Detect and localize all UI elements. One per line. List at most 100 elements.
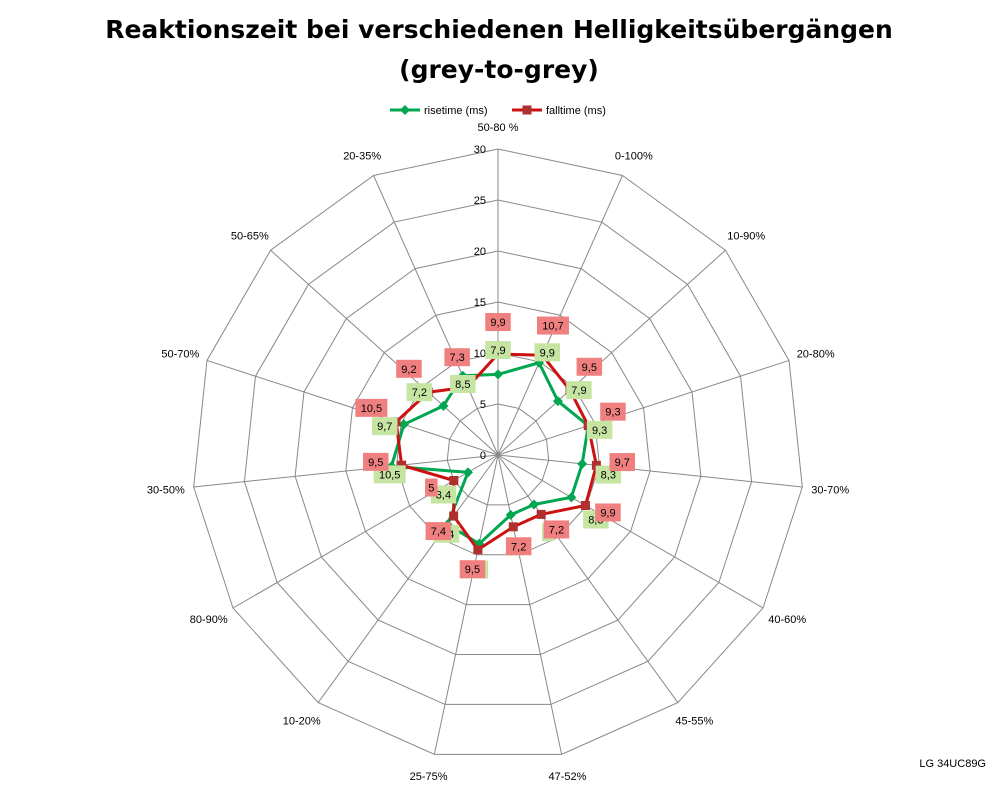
falltime-point xyxy=(473,545,483,555)
grid-spoke xyxy=(497,454,803,488)
falltime-label-bg xyxy=(600,402,626,421)
category-label: 20-80% xyxy=(797,349,835,361)
falltime-data-label: 9,5 xyxy=(582,362,597,374)
falltime-label-bg xyxy=(444,348,470,367)
grid-ring xyxy=(396,352,600,556)
category-label: 20-35% xyxy=(343,150,381,162)
grid-ring xyxy=(446,403,550,506)
falltime-data-label: 7,2 xyxy=(511,541,526,553)
category-label: 50-70% xyxy=(161,349,199,361)
risetime-data-label: 10,5 xyxy=(379,469,400,481)
category-label: 10-20% xyxy=(283,715,321,727)
falltime-data-label: 9,5 xyxy=(465,564,480,576)
radial-tick-label: 0 xyxy=(480,450,486,462)
category-label: 47-52% xyxy=(548,771,586,783)
risetime-point xyxy=(493,369,503,380)
grid-spoke xyxy=(497,454,679,703)
falltime-point xyxy=(397,460,407,470)
category-label: 0-100% xyxy=(615,150,653,162)
chart-title-line-1: Reaktionszeit bei verschiedenen Helligke… xyxy=(105,15,893,44)
falltime-label-bg xyxy=(485,313,511,332)
risetime-data-label: 7,2 xyxy=(412,387,427,399)
falltime-data-label: 9,7 xyxy=(615,457,630,469)
radial-tick-label: 5 xyxy=(480,399,486,411)
falltime-label-bg xyxy=(425,478,438,497)
falltime-data-label: 7,3 xyxy=(449,352,464,364)
legend-falltime-label: falltime (ms) xyxy=(546,105,606,117)
legend-risetime-marker xyxy=(400,105,410,115)
falltime-label-bg xyxy=(595,503,621,522)
category-label: 45-55% xyxy=(675,715,713,727)
legend: risetime (ms) falltime (ms) xyxy=(390,105,606,117)
category-label: 30-50% xyxy=(147,484,185,496)
grid-spoke xyxy=(270,249,499,456)
falltime-data-label: 5 xyxy=(428,483,434,495)
risetime-point xyxy=(505,509,516,520)
falltime-data-label: 7,4 xyxy=(431,526,446,538)
falltime-point xyxy=(449,511,459,521)
risetime-point xyxy=(398,419,409,430)
radial-tick-label: 15 xyxy=(474,297,486,309)
falltime-point xyxy=(580,500,590,510)
grid-spoke xyxy=(497,454,764,609)
category-label: 40-60% xyxy=(768,614,806,626)
falltime-label-bg xyxy=(576,357,603,376)
radial-tick-label: 25 xyxy=(474,195,486,207)
falltime-label-bg xyxy=(609,453,636,472)
risetime-label-bg xyxy=(485,341,511,360)
falltime-data-label: 9,5 xyxy=(368,457,383,469)
category-label: 30-70% xyxy=(811,484,849,496)
risetime-data-label: 9,9 xyxy=(540,347,555,359)
falltime-data-label: 9,9 xyxy=(490,317,505,329)
legend-risetime-label: risetime (ms) xyxy=(424,105,488,117)
radial-tick-label: 10 xyxy=(474,348,486,360)
grid-spoke xyxy=(497,249,726,456)
falltime-label-bg xyxy=(363,452,389,471)
risetime-point xyxy=(438,400,449,411)
falltime-point xyxy=(508,522,518,532)
legend-falltime-marker xyxy=(522,105,532,115)
category-label: 50-65% xyxy=(231,231,269,243)
grid-spoke xyxy=(317,454,499,703)
grid-spoke xyxy=(497,175,623,456)
risetime-label-bg xyxy=(566,381,592,400)
chart-title-line-2: (grey-to-grey) xyxy=(399,55,599,84)
grid-spoke xyxy=(497,454,563,755)
falltime-data-label: 10,7 xyxy=(542,321,563,333)
category-label: 80-90% xyxy=(190,614,228,626)
grid-spoke xyxy=(206,359,499,456)
falltime-label-bg xyxy=(459,560,486,579)
risetime-data-label: 3,4 xyxy=(436,490,451,502)
radar-grid xyxy=(193,148,803,755)
category-label: 50-80 % xyxy=(478,122,519,134)
radial-tick-label: 30 xyxy=(474,144,486,156)
risetime-label-bg xyxy=(406,383,433,402)
grid-ring xyxy=(243,199,753,705)
risetime-point xyxy=(462,467,473,478)
risetime-label-bg xyxy=(586,420,613,439)
falltime-label-bg xyxy=(543,520,570,539)
falltime-data-label: 9,2 xyxy=(401,364,416,376)
grid-spoke xyxy=(433,454,499,755)
risetime-point xyxy=(577,458,588,469)
risetime-point xyxy=(566,492,577,503)
risetime-series-line xyxy=(389,361,590,546)
grid-ring xyxy=(193,148,803,755)
falltime-data-label: 9,3 xyxy=(605,407,620,419)
radial-tick-label: 20 xyxy=(474,246,486,258)
risetime-data-label: 8,5 xyxy=(455,379,470,391)
falltime-label-bg xyxy=(536,316,569,335)
category-label: 10-90% xyxy=(727,231,765,243)
risetime-label-bg xyxy=(371,417,398,436)
risetime-point xyxy=(528,499,539,510)
falltime-data-label: 10,5 xyxy=(361,403,382,415)
grid-ring xyxy=(294,250,702,656)
risetime-data-label: 9,3 xyxy=(592,425,607,437)
risetime-data-label: 7,9 xyxy=(490,345,505,357)
falltime-data-label: 7,2 xyxy=(549,524,564,536)
risetime-label-bg xyxy=(450,375,476,394)
grid-ring xyxy=(345,301,651,606)
category-label: 25-75% xyxy=(410,771,448,783)
falltime-point xyxy=(536,509,546,519)
